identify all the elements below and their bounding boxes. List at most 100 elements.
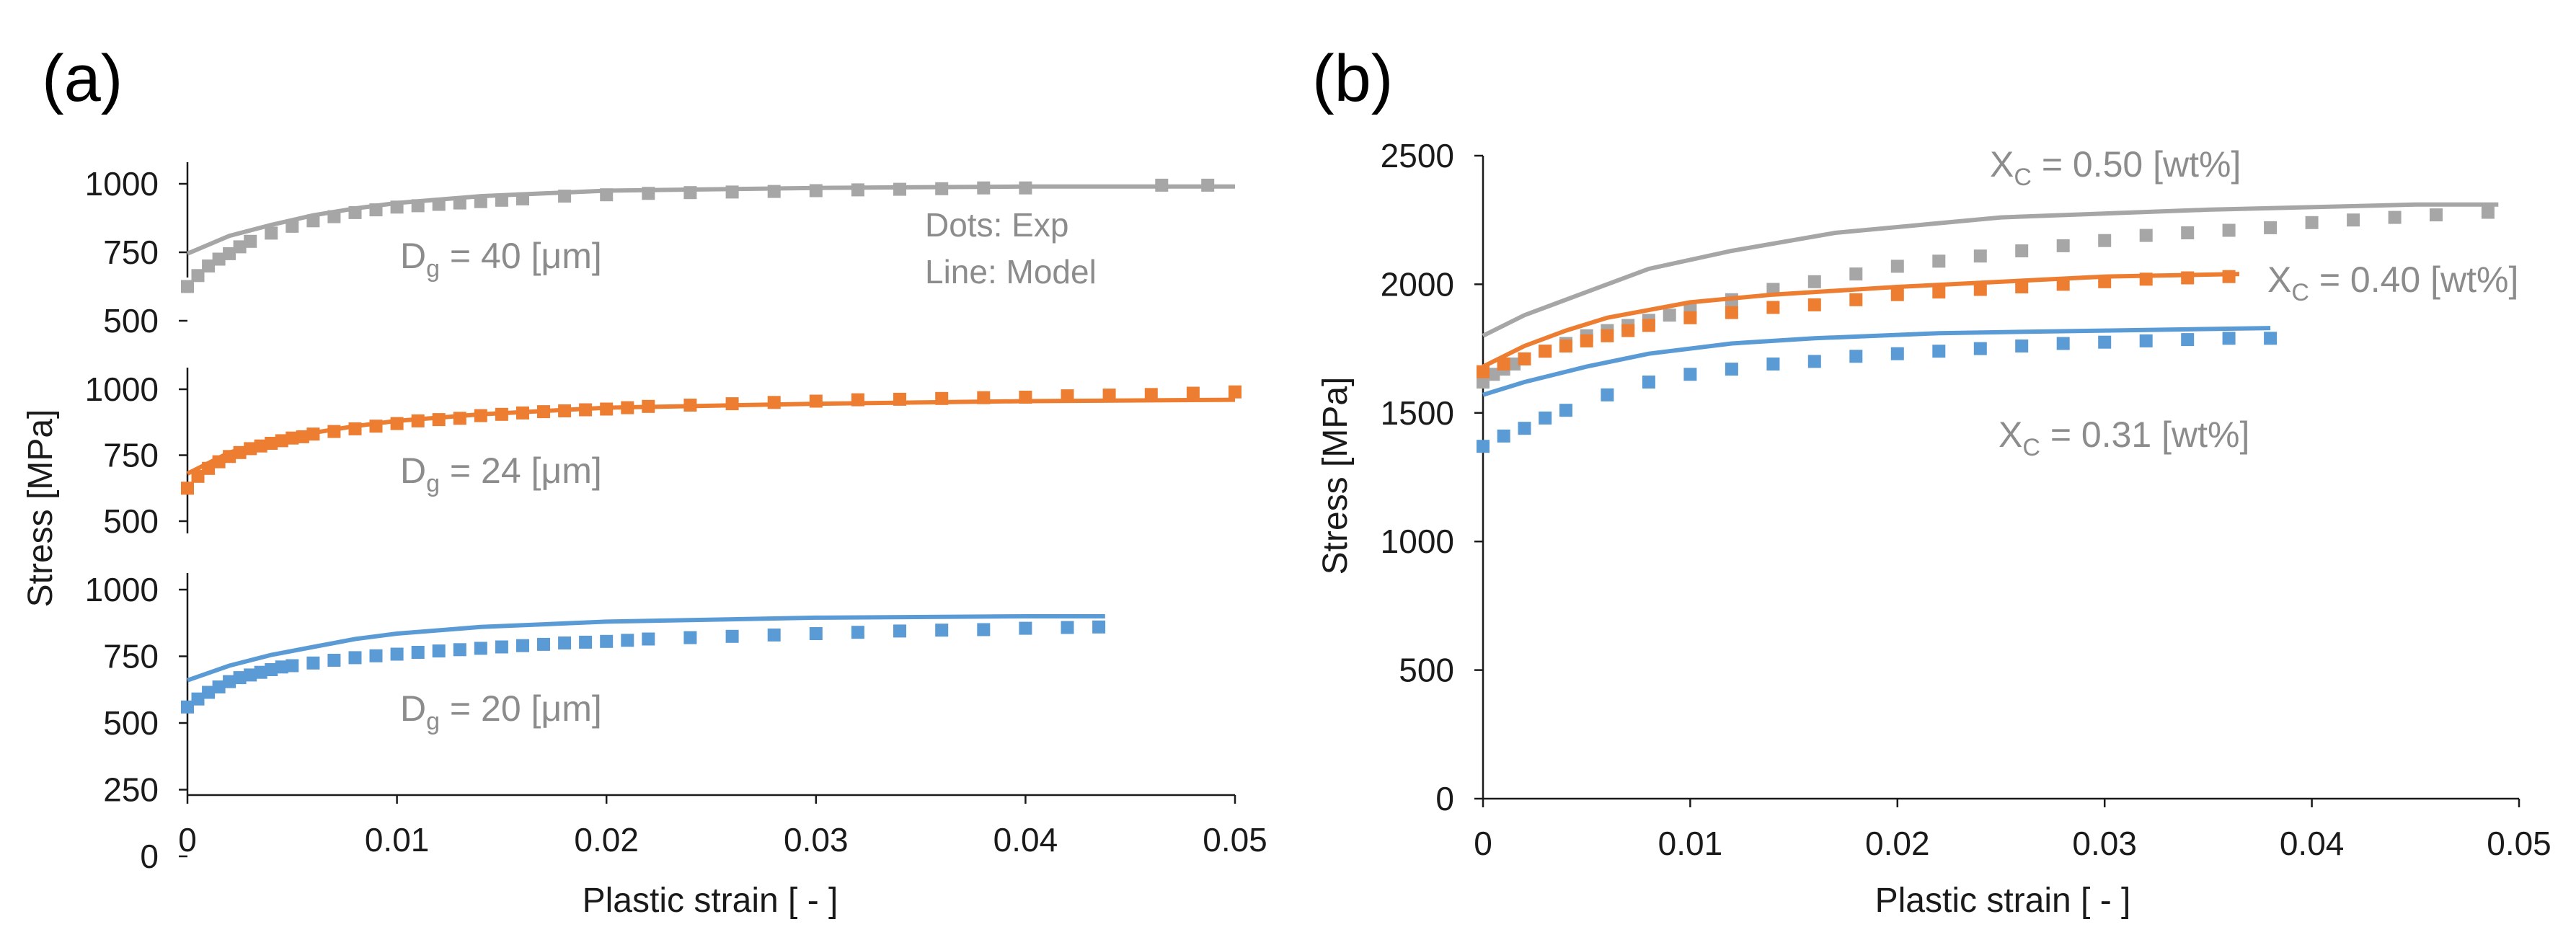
- panel-b-exp-point-orange: [1518, 352, 1531, 365]
- panel-a-exp-point-gray: [1201, 178, 1215, 192]
- panel-a-y-tick-label: 500: [103, 704, 159, 742]
- panel-b-exp-point-blue: [1849, 350, 1863, 363]
- panel-b-annotation-gray: XC = 0.50 [wt%]: [1990, 144, 2241, 191]
- panel-a-annotation-blue-rest: = 20 [μm]: [440, 688, 602, 729]
- panel-b-annotation-orange-subscript: C: [2291, 279, 2309, 306]
- panel-a-exp-point-orange: [558, 404, 572, 417]
- panel-b-exp-point-gray: [1973, 249, 1987, 263]
- panel-a-x-tick-label: 0.03: [784, 821, 849, 859]
- panel-a-exp-point-blue: [725, 629, 739, 643]
- panel-b-exp-point-gray: [1932, 254, 1946, 268]
- panel-a-x-axis-title: Plastic strain [ - ]: [583, 882, 838, 920]
- panel-b-x-tick-label: 0.05: [2487, 825, 2551, 862]
- panel-a-exp-point-blue: [621, 634, 634, 647]
- panel-a-y-tick-label: 0: [140, 838, 159, 875]
- panel-b-x-axis-title: Plastic strain [ - ]: [1875, 882, 2131, 920]
- panel-b-exp-point-blue: [2098, 335, 2112, 349]
- panel-b-exp-point-gray: [2347, 213, 2360, 227]
- panel-a-exp-point-gray: [181, 280, 194, 293]
- panel-a-exp-point-blue: [977, 623, 991, 636]
- panel-b-exp-point-orange: [1559, 340, 1572, 352]
- panel-a-y-tick-label: 1000: [85, 571, 159, 608]
- panel-a-exp-point-blue: [495, 640, 508, 654]
- panel-a: (a) Stress [MPa] Plastic strain [ - ] Do…: [22, 42, 1267, 920]
- panel-b-annotation-blue: XC = 0.31 [wt%]: [1999, 414, 2249, 461]
- panel-b-exp-point-orange: [1807, 298, 1821, 311]
- panel-a-exp-point-gray: [683, 186, 697, 200]
- panel-a-exp-point-gray: [453, 196, 466, 210]
- panel-a-exp-point-orange: [725, 397, 739, 411]
- panel-a-series-gray: [181, 178, 1235, 293]
- panel-b-exp-point-orange: [1621, 324, 1635, 337]
- panel-a-exp-point-blue: [579, 635, 593, 649]
- panel-a-exp-point-blue: [516, 639, 529, 652]
- panel-a-exp-point-gray: [390, 200, 404, 214]
- panel-a-y-tick-label: 1000: [85, 371, 159, 408]
- panel-a-annotation-orange-rest: = 24 [μm]: [440, 451, 602, 491]
- panel-a-x-tick-label: 0.04: [993, 821, 1058, 859]
- panel-b-exp-point-gray: [1508, 358, 1521, 371]
- panel-b-annotation-gray-main: X: [1990, 144, 2014, 185]
- panel-b-annotation-blue-rest: = 0.31 [wt%]: [2040, 414, 2249, 455]
- panel-b-annotation-gray-rest: = 0.50 [wt%]: [2032, 144, 2241, 185]
- panel-a-exp-point-blue: [181, 700, 194, 714]
- panel-b-exp-point-gray: [1849, 267, 1863, 281]
- panel-a-exp-point-orange: [621, 401, 634, 414]
- panel-a-x-tick-label: 0.05: [1203, 821, 1267, 859]
- panel-b-exp-point-gray: [2139, 229, 2153, 242]
- panel-a-exp-point-orange: [306, 427, 320, 441]
- panel-a-y-tick-label: 750: [103, 638, 159, 675]
- panel-a-exp-point-gray: [809, 184, 823, 198]
- panel-a-annotation-gray-subscript: g: [426, 255, 440, 283]
- panel-b-exp-point-orange: [2056, 278, 2070, 291]
- panel-a-exp-point-orange: [1144, 388, 1158, 401]
- panel-a-exp-point-blue: [191, 692, 205, 706]
- panel-a-model-line-gray: [186, 184, 1235, 256]
- panel-b-series-blue: [1477, 326, 2278, 453]
- panel-a-x-tick-label: 0.02: [574, 821, 639, 859]
- panel-b-y-tick-label: 500: [1399, 652, 1454, 689]
- panel-a-exp-point-orange: [977, 391, 991, 404]
- panel-a-exp-point-gray: [244, 234, 257, 248]
- panel-a-exp-point-orange: [495, 407, 508, 421]
- panel-a-exp-point-blue: [432, 644, 446, 658]
- panel-a-exp-point-blue: [369, 649, 383, 662]
- panel-b-exp-point-blue: [2015, 340, 2029, 352]
- panel-a-exp-point-orange: [935, 391, 949, 405]
- panel-a-annotation-gray: Dg = 40 [μm]: [400, 236, 602, 283]
- panel-a-exp-point-orange: [296, 430, 309, 443]
- panel-a-y-tick-label: 1000: [85, 165, 159, 203]
- panel-b-y-tick-label: 1000: [1381, 523, 1454, 560]
- panel-b-exp-point-gray: [1487, 368, 1500, 381]
- panel-b-x-tick-label: 0.03: [2072, 825, 2137, 862]
- panel-b-exp-point-orange: [2015, 280, 2029, 293]
- panel-b-exp-point-orange: [2181, 271, 2195, 285]
- panel-b-exp-point-gray: [1477, 376, 1490, 389]
- panel-b-exp-point-orange: [2222, 270, 2236, 283]
- panel-a-exp-point-orange: [683, 399, 697, 412]
- panel-b-exp-point-gray: [2222, 223, 2236, 237]
- panel-a-exp-point-orange: [1102, 389, 1116, 402]
- panel-a-exp-point-blue: [600, 634, 614, 648]
- panel-a-exp-point-gray: [306, 214, 320, 228]
- panel-a-exp-point-blue: [851, 626, 864, 639]
- panel-a-exp-point-orange: [642, 399, 655, 413]
- panel-b-exp-point-blue: [1807, 355, 1821, 368]
- panel-b-exp-point-orange: [2098, 275, 2112, 288]
- panel-a-exp-point-gray: [432, 198, 446, 211]
- panel-a-exp-point-orange: [244, 442, 257, 456]
- panel-a-exp-point-blue: [411, 646, 425, 659]
- panel-a-exp-point-orange: [411, 414, 425, 427]
- panel-b-exp-point-orange: [1477, 365, 1490, 378]
- panel-b-exp-point-gray: [2264, 221, 2278, 234]
- panel-a-exp-point-blue: [233, 671, 247, 685]
- panel-b-exp-point-orange: [1539, 345, 1552, 358]
- panel-a-annotation-orange-subscript: g: [426, 470, 440, 497]
- panel-a-exp-point-orange: [181, 482, 194, 495]
- panel-a-annotation-orange-main: D: [400, 451, 426, 491]
- panel-b-annotation-blue-main: X: [1999, 414, 2022, 455]
- panel-b-exp-point-blue: [1973, 342, 1987, 355]
- panel-a-exp-point-orange: [453, 412, 466, 425]
- panel-a-exp-point-gray: [1155, 178, 1169, 192]
